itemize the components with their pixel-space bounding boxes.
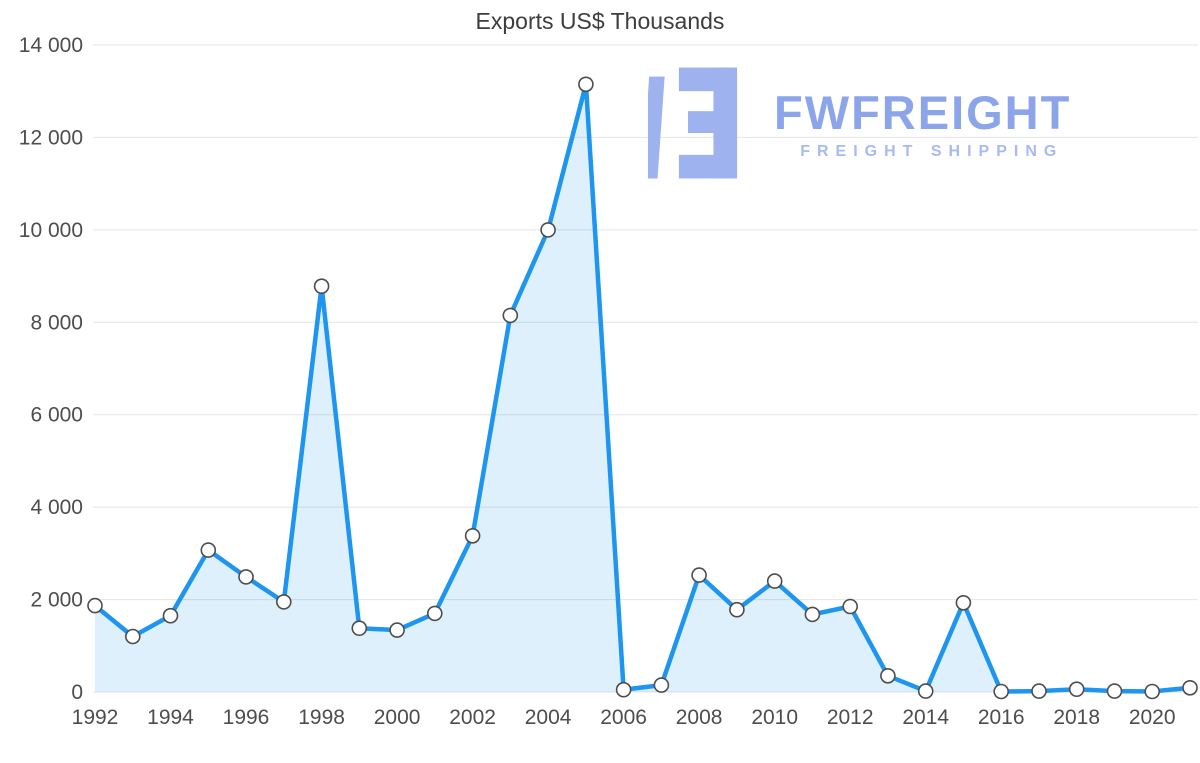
- x-tick-label-2004: 2004: [525, 706, 572, 729]
- data-point-2018: [1068, 681, 1085, 698]
- x-tick-label-1996: 1996: [223, 706, 270, 729]
- data-point-1995: [200, 542, 217, 558]
- data-point-2005: [578, 76, 594, 93]
- y-tick-label-10000: 10 000: [19, 219, 83, 242]
- data-point-2014: [917, 683, 934, 699]
- x-tick-label-2006: 2006: [600, 706, 647, 729]
- data-point-2001: [426, 605, 443, 622]
- data-point-2000: [389, 622, 405, 638]
- data-point-1997: [275, 594, 292, 610]
- data-point-2006: [615, 681, 632, 698]
- data-point-2013: [880, 667, 896, 684]
- x-tick-label-2008: 2008: [676, 706, 723, 729]
- y-tick-label-6000: 6 000: [30, 404, 83, 427]
- data-point-2007: [653, 677, 670, 693]
- x-tick-label-1998: 1998: [298, 706, 345, 729]
- x-tick-label-2018: 2018: [1053, 706, 1100, 729]
- y-tick-label-0: 0: [71, 681, 83, 704]
- x-tick-label-1994: 1994: [147, 706, 194, 729]
- data-point-1993: [125, 628, 141, 645]
- data-point-2010: [766, 573, 783, 589]
- data-point-1994: [162, 607, 179, 624]
- data-point-2004: [540, 222, 556, 238]
- data-point-1996: [238, 569, 254, 585]
- x-tick-label-2010: 2010: [751, 706, 798, 729]
- data-point-2011: [804, 606, 821, 623]
- data-point-1992: [87, 597, 103, 614]
- data-point-2012: [842, 598, 859, 615]
- y-tick-label-12000: 12 000: [19, 126, 83, 149]
- x-tick-label-2020: 2020: [1129, 706, 1176, 729]
- data-point-1999: [351, 620, 368, 637]
- data-point-2015: [955, 594, 972, 611]
- y-tick-label-4000: 4 000: [30, 496, 83, 519]
- data-point-2020: [1144, 683, 1160, 700]
- data-point-2021: [1182, 679, 1198, 696]
- data-point-1998: [313, 278, 330, 295]
- y-tick-label-2000: 2 000: [30, 589, 83, 612]
- y-tick-label-8000: 8 000: [30, 311, 83, 334]
- x-tick-label-2016: 2016: [978, 706, 1025, 729]
- data-point-2016: [993, 683, 1010, 700]
- x-tick-label-2014: 2014: [902, 706, 949, 729]
- data-point-2017: [1031, 683, 1047, 699]
- y-tick-label-14000: 14 000: [19, 34, 83, 57]
- x-tick-label-2012: 2012: [827, 706, 874, 729]
- x-tick-label-2002: 2002: [449, 706, 496, 729]
- x-tick-label-1992: 1992: [72, 706, 119, 729]
- chart-title: Exports US$ Thousands: [475, 8, 725, 34]
- data-point-2002: [464, 527, 481, 544]
- data-point-2008: [691, 567, 707, 583]
- data-point-2003: [502, 307, 519, 324]
- data-point-2019: [1106, 683, 1123, 699]
- x-tick-label-2000: 2000: [374, 706, 421, 729]
- data-point-2009: [729, 601, 745, 618]
- series-area-fill: [95, 84, 1190, 693]
